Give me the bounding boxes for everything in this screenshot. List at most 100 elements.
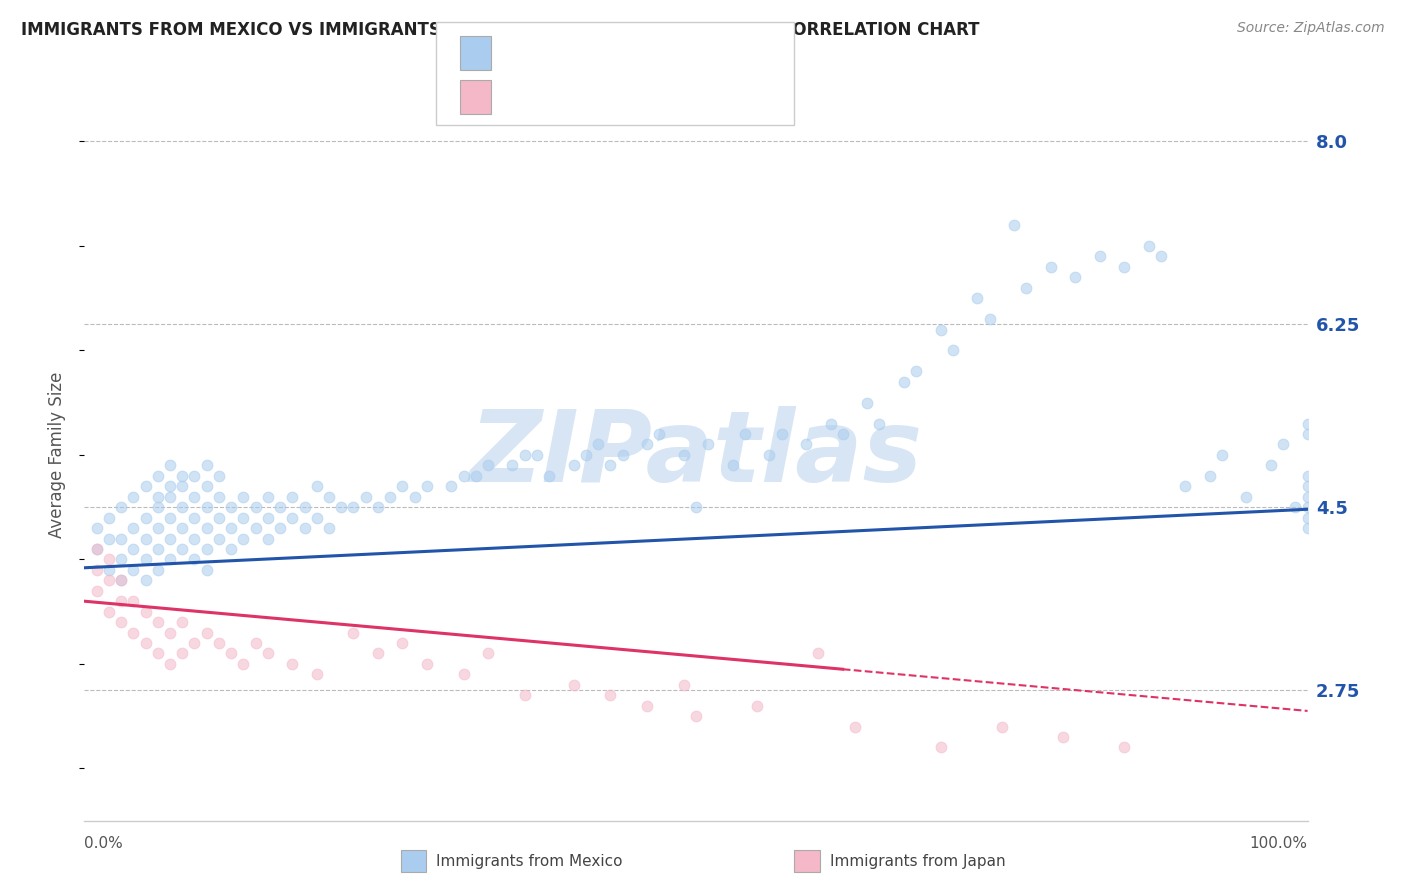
Point xyxy=(122,541,145,556)
Point xyxy=(612,448,634,462)
Point xyxy=(146,541,169,556)
Point xyxy=(1114,740,1136,755)
Point xyxy=(110,594,132,608)
Point xyxy=(97,563,120,577)
Point xyxy=(86,521,108,535)
Point xyxy=(416,479,439,493)
Point xyxy=(219,647,242,661)
Point xyxy=(195,500,218,515)
Point xyxy=(208,510,231,524)
Point xyxy=(979,312,1001,326)
Point xyxy=(575,448,598,462)
Point xyxy=(1174,479,1197,493)
Point xyxy=(86,541,108,556)
Point xyxy=(893,375,915,389)
Point xyxy=(477,647,499,661)
Point xyxy=(869,417,891,431)
Point xyxy=(281,510,304,524)
Point xyxy=(342,500,364,515)
Point xyxy=(159,458,181,473)
Point xyxy=(391,479,413,493)
Point xyxy=(305,479,328,493)
Point xyxy=(636,698,658,713)
Point xyxy=(269,521,291,535)
Point xyxy=(513,688,536,702)
Point xyxy=(97,532,120,546)
Text: IMMIGRANTS FROM MEXICO VS IMMIGRANTS FROM JAPAN AVERAGE FAMILY SIZE CORRELATION : IMMIGRANTS FROM MEXICO VS IMMIGRANTS FRO… xyxy=(21,21,980,38)
Point xyxy=(1284,500,1306,515)
Text: Immigrants from Japan: Immigrants from Japan xyxy=(830,855,1005,869)
Point xyxy=(122,521,145,535)
Point xyxy=(1296,468,1319,483)
Point xyxy=(135,605,157,619)
Point xyxy=(146,521,169,535)
Point xyxy=(172,521,194,535)
Point xyxy=(208,468,231,483)
Point xyxy=(172,500,194,515)
Point xyxy=(195,479,218,493)
Point xyxy=(146,468,169,483)
Point xyxy=(1296,427,1319,442)
Point xyxy=(122,594,145,608)
Point xyxy=(929,322,952,336)
Point xyxy=(586,437,609,451)
Point xyxy=(183,532,205,546)
Point xyxy=(440,479,463,493)
Point xyxy=(342,625,364,640)
Point xyxy=(685,500,707,515)
Point xyxy=(110,574,132,588)
Point xyxy=(1211,448,1233,462)
Point xyxy=(110,552,132,566)
Point xyxy=(159,657,181,671)
Point xyxy=(281,657,304,671)
Point xyxy=(1088,249,1111,263)
Point xyxy=(135,636,157,650)
Point xyxy=(318,490,340,504)
Point xyxy=(1296,521,1319,535)
Point xyxy=(844,720,866,734)
Point xyxy=(269,500,291,515)
Point xyxy=(146,647,169,661)
Point xyxy=(305,510,328,524)
Point xyxy=(1150,249,1173,263)
Point xyxy=(208,636,231,650)
Point xyxy=(195,625,218,640)
Point xyxy=(172,615,194,629)
Point xyxy=(354,490,377,504)
Point xyxy=(721,458,744,473)
Point xyxy=(219,521,242,535)
Point xyxy=(1039,260,1062,274)
Point xyxy=(330,500,353,515)
Point xyxy=(257,490,280,504)
Point xyxy=(1015,281,1038,295)
Point xyxy=(208,490,231,504)
Point xyxy=(110,532,132,546)
Text: 100.0%: 100.0% xyxy=(1250,837,1308,851)
Text: R = -0.409   N =  47: R = -0.409 N = 47 xyxy=(499,88,699,106)
Point xyxy=(110,500,132,515)
Point xyxy=(135,574,157,588)
Point xyxy=(1260,458,1282,473)
Text: Immigrants from Mexico: Immigrants from Mexico xyxy=(436,855,623,869)
Point xyxy=(219,541,242,556)
Point xyxy=(257,510,280,524)
Point xyxy=(159,510,181,524)
Point xyxy=(404,490,426,504)
Point xyxy=(1296,479,1319,493)
Point xyxy=(219,500,242,515)
Point xyxy=(208,532,231,546)
Point xyxy=(1064,270,1087,285)
Point xyxy=(146,500,169,515)
Point xyxy=(172,479,194,493)
Point xyxy=(1198,468,1220,483)
Point xyxy=(159,490,181,504)
Point xyxy=(122,625,145,640)
Point xyxy=(172,541,194,556)
Point xyxy=(172,468,194,483)
Point xyxy=(183,510,205,524)
Point xyxy=(135,532,157,546)
Point xyxy=(672,448,695,462)
Point xyxy=(195,521,218,535)
Point xyxy=(1296,490,1319,504)
Point xyxy=(380,490,402,504)
